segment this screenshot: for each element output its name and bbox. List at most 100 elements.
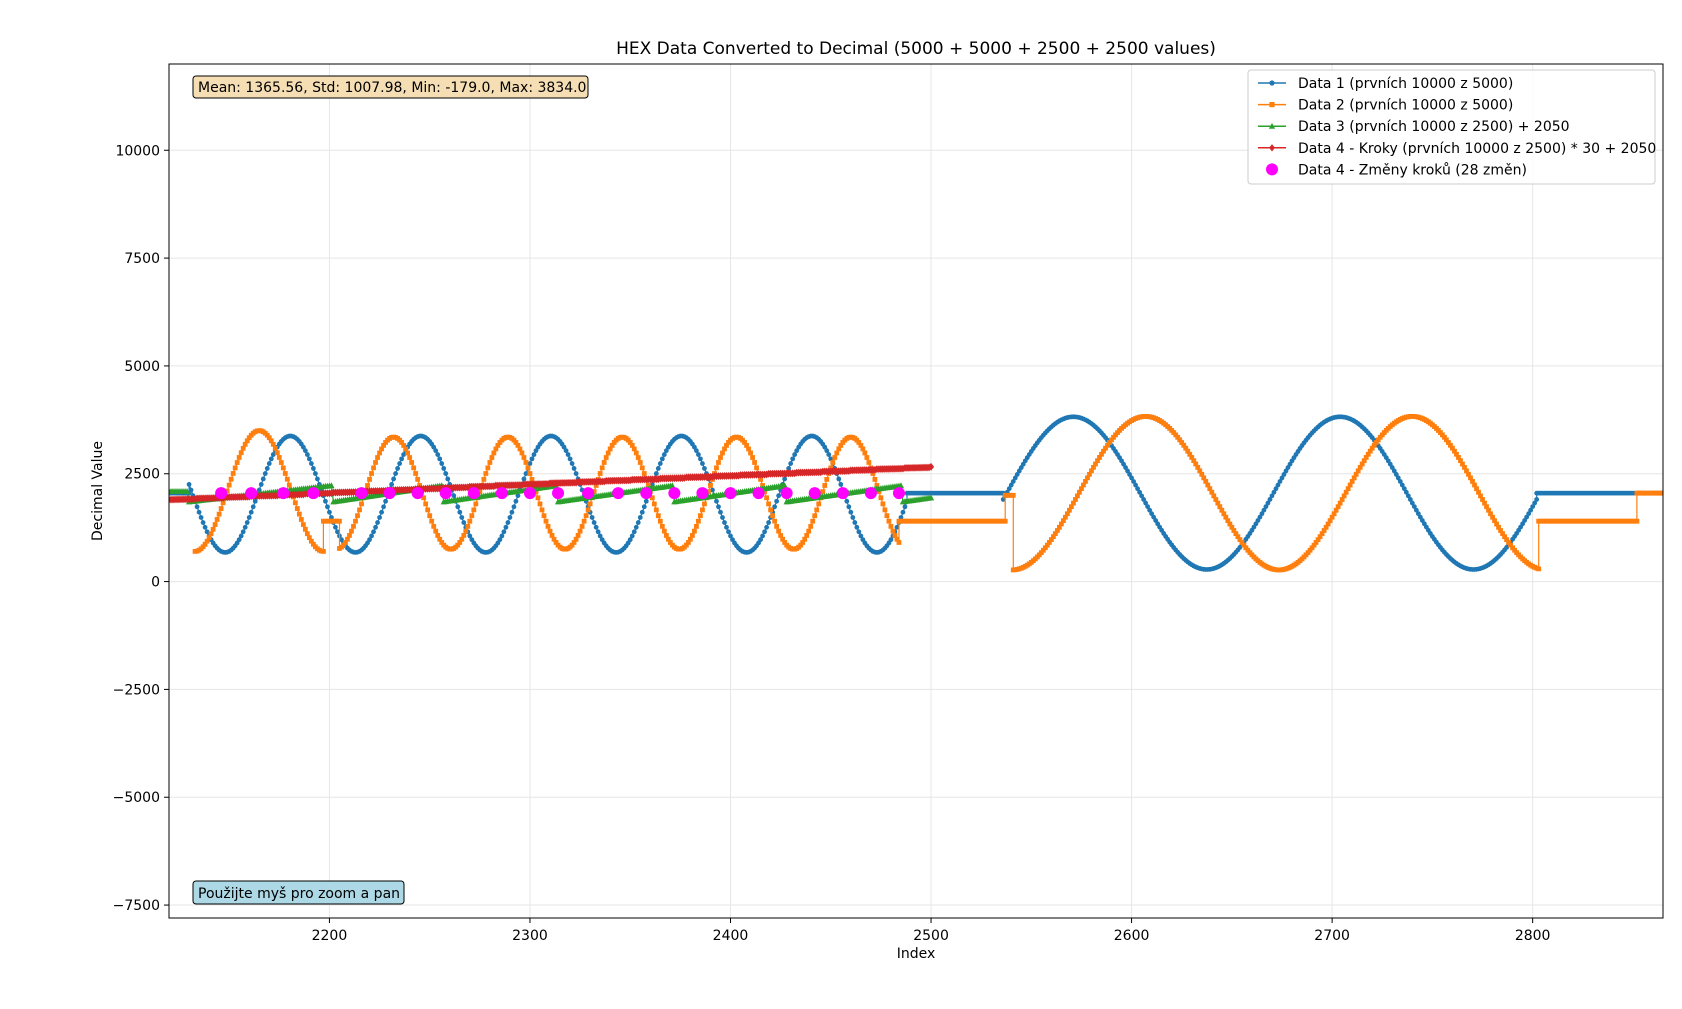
series-2-point: [1067, 507, 1072, 513]
series-2-point: [359, 501, 364, 507]
series-2-point: [401, 442, 407, 448]
series-2-point: [351, 523, 356, 529]
series-2-point: [798, 542, 804, 548]
step-change-point: [277, 487, 290, 500]
series-2-point: [431, 523, 437, 529]
series-2-point: [1241, 542, 1247, 548]
series-1-point: [375, 520, 380, 525]
series-2-point: [1219, 507, 1225, 513]
series-2-point: [1099, 451, 1104, 457]
series-2-point: [421, 495, 427, 501]
series-1-point: [838, 482, 844, 487]
series-1-point: [497, 537, 503, 543]
legend-marker: [1269, 144, 1275, 152]
series-1-point: [501, 529, 507, 535]
series-1-point: [1530, 504, 1536, 510]
series-2-point: [1048, 537, 1054, 542]
series-1-point: [822, 444, 828, 450]
step-change-point: [439, 487, 452, 500]
series-2-point: [1056, 524, 1062, 530]
series-1-point: [1279, 475, 1285, 481]
stats-box-bg: [192, 75, 589, 99]
series-2-point: [894, 536, 900, 542]
series-1-point: [433, 448, 439, 454]
series-2-point: [864, 455, 870, 460]
series-2-point: [1452, 448, 1457, 454]
series-2-point: [411, 465, 417, 471]
series-2-point: [1480, 497, 1485, 502]
series-2-point: [641, 471, 647, 476]
series-1-point: [1265, 500, 1271, 506]
series-2-point: [1181, 442, 1187, 448]
series-1-point: [258, 482, 264, 487]
series-1-point: [573, 471, 579, 476]
series-1-point: [391, 476, 397, 482]
series-2-point: [587, 501, 593, 507]
series-2-point: [1313, 540, 1319, 545]
series-1-point: [1534, 497, 1540, 502]
series-1-point: [1393, 472, 1399, 477]
series-2-point: [1460, 461, 1465, 467]
series-2-point: [836, 446, 842, 452]
series-2-point: [1482, 500, 1487, 506]
series-1-point: [1131, 479, 1136, 484]
chart-title: HEX Data Converted to Decimal (5000 + 50…: [616, 39, 1216, 59]
series-2-point: [1492, 518, 1497, 524]
series-2-point: [210, 526, 216, 532]
series-1-point: [327, 509, 332, 515]
series-2-point: [1470, 479, 1475, 484]
step-change-point: [640, 487, 653, 500]
series-1-point: [663, 448, 669, 454]
series-2-point: [349, 528, 354, 534]
series-2-point: [774, 523, 780, 529]
series-2-point: [1091, 464, 1096, 470]
series-2-point: [591, 489, 597, 495]
series-2-point: [760, 483, 765, 488]
series-1-point: [828, 456, 834, 462]
series-2-point: [539, 507, 545, 513]
series-2-point: [776, 528, 782, 534]
series-1-point: [631, 529, 637, 535]
series-2-point: [1211, 493, 1217, 499]
series-2-point: [1311, 542, 1317, 548]
series-2-point: [742, 440, 747, 445]
series-2-point: [373, 460, 378, 465]
series-2-point: [280, 465, 286, 471]
series-2-point: [1502, 534, 1507, 540]
series-2-point: [216, 511, 222, 517]
series-2-point: [485, 465, 491, 471]
series-2-point: [1215, 500, 1221, 506]
series-1-point: [1141, 497, 1147, 502]
series-2-point: [661, 528, 667, 534]
series-2-point: [455, 542, 461, 548]
series-1-point: [661, 452, 667, 457]
series-1-point: [1399, 482, 1405, 488]
series-1-point: [790, 456, 796, 462]
series-2-point: [1353, 471, 1359, 477]
series-2-point: [720, 450, 725, 456]
series-2-point: [381, 442, 386, 448]
series-2-point: [242, 441, 248, 447]
y-tick-label: −7500: [113, 898, 160, 914]
series-1-point: [597, 533, 603, 539]
series-2-point: [1085, 475, 1090, 481]
series-2-point: [1177, 437, 1183, 443]
series-1-point: [1409, 500, 1415, 506]
series-2-point: [1229, 524, 1235, 530]
series-2-point: [1071, 500, 1076, 506]
series-2-point: [240, 445, 246, 451]
series-2-point: [355, 513, 360, 519]
series-1-point: [252, 498, 258, 504]
series-2-point: [820, 489, 826, 495]
series-2-point: [1349, 479, 1355, 484]
series-2-point: [778, 533, 784, 538]
series-1-point: [659, 456, 665, 462]
series-1-point: [1395, 475, 1401, 481]
series-1-point: [718, 509, 723, 515]
series-2-point: [856, 440, 862, 445]
series-2-point: [577, 528, 583, 534]
series-1-point: [846, 504, 852, 510]
series-2-point: [890, 528, 896, 534]
series-1-point: [776, 493, 782, 499]
series-2-point: [403, 446, 409, 452]
